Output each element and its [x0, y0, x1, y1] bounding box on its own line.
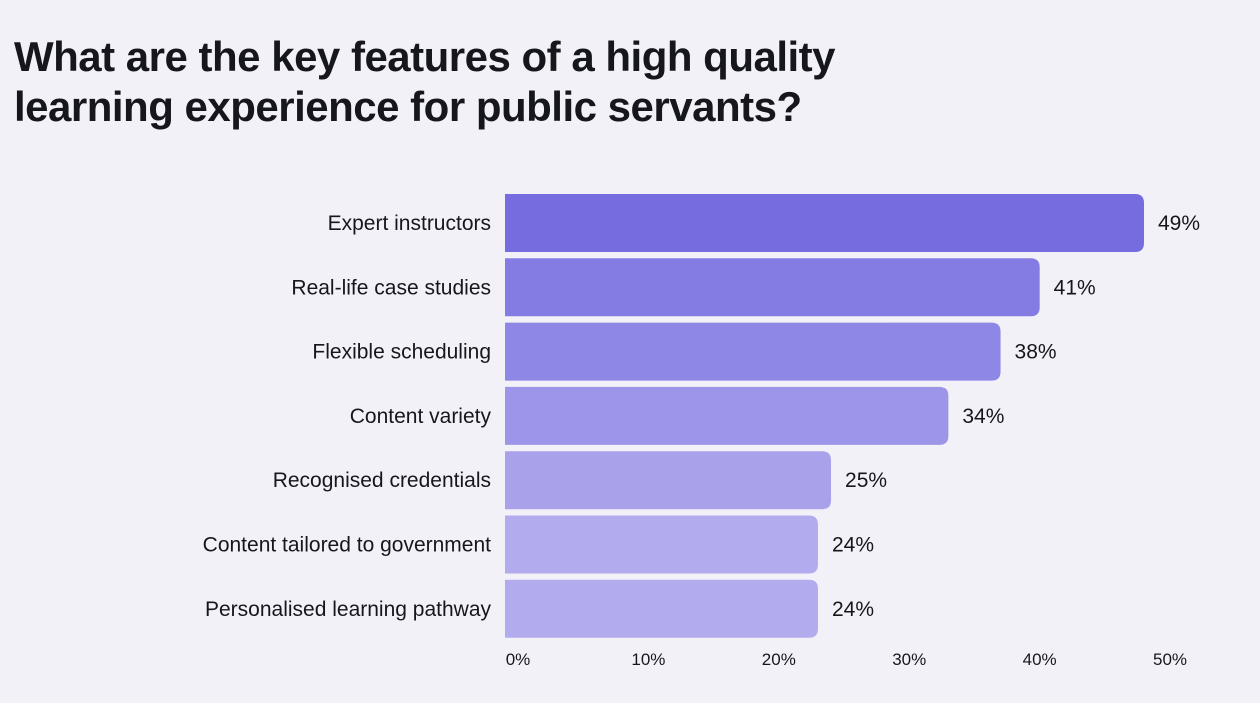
category-label-6: Content tailored to government — [203, 534, 492, 557]
x-axis-ticks-group: 0% 10% 20% 30% 40% 50% — [506, 650, 1187, 669]
category-label-7: Personalised learning pathway — [205, 598, 492, 621]
bars-group — [505, 194, 1144, 638]
value-label-6: 24% — [832, 534, 874, 557]
chart-title: What are the key features of a high qual… — [14, 32, 914, 132]
bar-5 — [505, 451, 832, 510]
category-label-5: Recognised credentials — [273, 469, 491, 492]
category-label-1: Expert instructors — [328, 212, 491, 235]
chart-title-line-1: What are the key features of a high qual… — [14, 33, 836, 80]
bar-1 — [505, 194, 1144, 252]
bar-4 — [505, 386, 949, 445]
value-label-7: 24% — [832, 598, 874, 621]
x-tick-label-50: 50% — [1153, 650, 1187, 669]
bar-7 — [505, 579, 818, 638]
x-tick-label-40: 40% — [1023, 650, 1057, 669]
category-label-3: Flexible scheduling — [312, 341, 491, 364]
category-labels-group: Expert instructors Real-life case studies… — [203, 212, 492, 621]
bar-6 — [505, 515, 818, 574]
value-label-1: 49% — [1158, 212, 1200, 235]
value-label-3: 38% — [1015, 341, 1057, 364]
category-label-2: Real-life case studies — [291, 276, 491, 299]
x-tick-label-10: 10% — [631, 650, 665, 669]
chart-title-line-2: learning experience for public servants? — [14, 83, 802, 130]
value-label-4: 34% — [962, 405, 1004, 428]
category-label-4: Content variety — [350, 405, 492, 428]
value-label-2: 41% — [1054, 276, 1096, 299]
value-label-5: 25% — [845, 469, 887, 492]
x-tick-label-20: 20% — [762, 650, 796, 669]
value-labels-group: 49% 41% 38% 34% 25% 24% 24% — [832, 212, 1200, 621]
x-tick-label-30: 30% — [892, 650, 926, 669]
x-tick-label-0: 0% — [506, 650, 531, 669]
bar-2 — [505, 258, 1040, 317]
bar-3 — [505, 322, 1001, 381]
